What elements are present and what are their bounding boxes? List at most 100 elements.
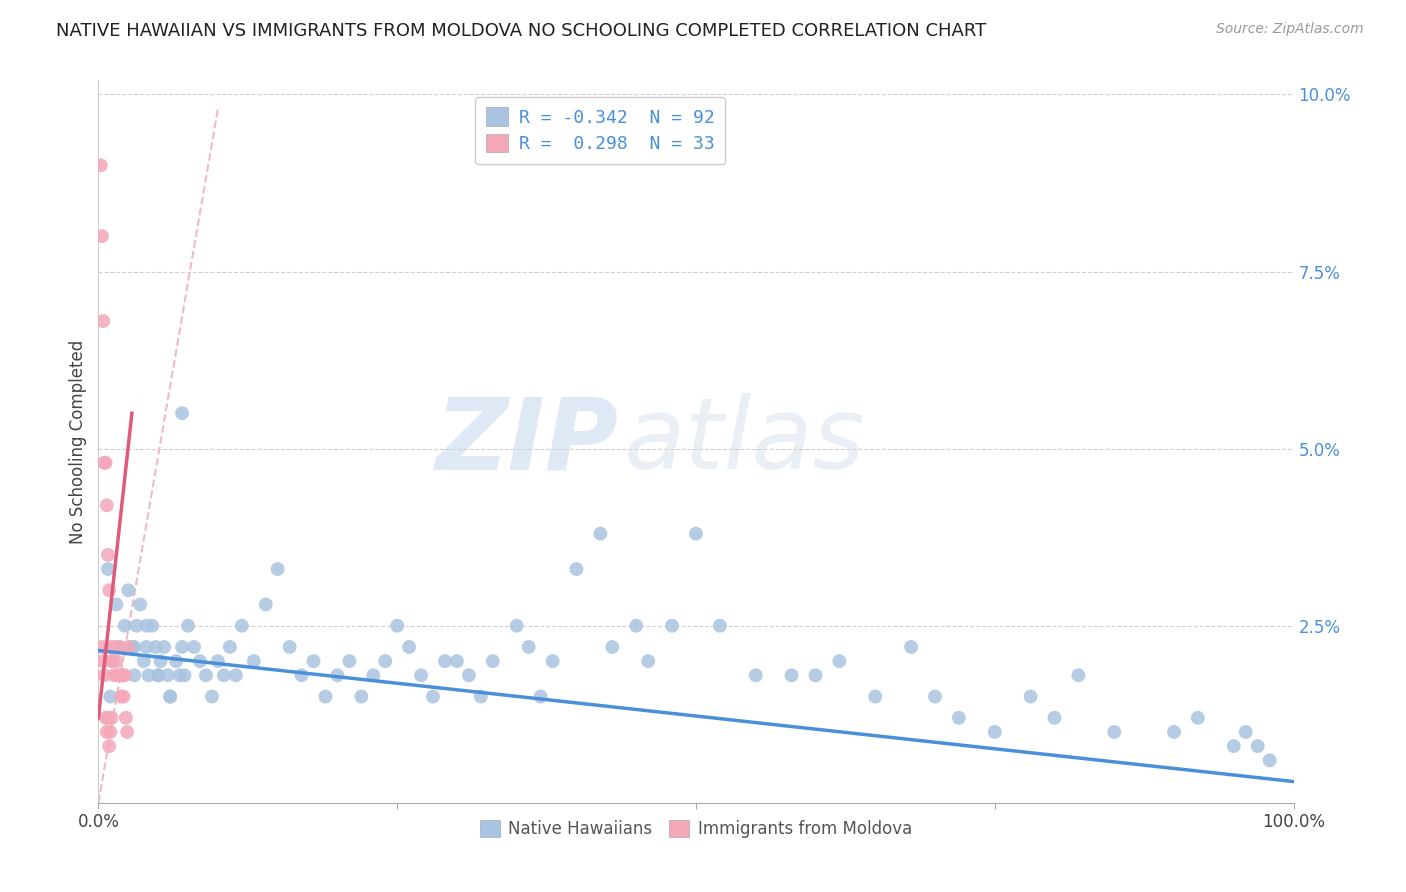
Point — [602, 640, 624, 654]
Point — [115, 711, 138, 725]
Point — [100, 654, 122, 668]
Point — [96, 498, 118, 512]
Point — [302, 654, 325, 668]
Point — [91, 640, 114, 654]
Point — [225, 668, 247, 682]
Point — [141, 618, 163, 632]
Point — [207, 654, 229, 668]
Point — [98, 690, 122, 704]
Point — [363, 668, 385, 682]
Point — [804, 668, 827, 682]
Point — [470, 690, 492, 704]
Point — [110, 690, 132, 704]
Point — [172, 640, 194, 654]
Point — [541, 654, 564, 668]
Point — [129, 598, 152, 612]
Point — [100, 711, 122, 725]
Point — [159, 690, 181, 704]
Point — [195, 668, 218, 682]
Point — [865, 690, 887, 704]
Point — [948, 711, 970, 725]
Point — [506, 618, 529, 632]
Point — [1258, 753, 1281, 767]
Point — [291, 668, 314, 682]
Point — [93, 668, 115, 682]
Point — [96, 725, 118, 739]
Point — [97, 562, 120, 576]
Point — [1247, 739, 1270, 753]
Point — [219, 640, 242, 654]
Point — [138, 668, 160, 682]
Point — [156, 668, 179, 682]
Text: NATIVE HAWAIIAN VS IMMIGRANTS FROM MOLDOVA NO SCHOOLING COMPLETED CORRELATION CH: NATIVE HAWAIIAN VS IMMIGRANTS FROM MOLDO… — [56, 22, 987, 40]
Point — [125, 618, 148, 632]
Point — [984, 725, 1007, 739]
Text: ZIP: ZIP — [436, 393, 619, 490]
Point — [315, 690, 337, 704]
Point — [924, 690, 946, 704]
Point — [1187, 711, 1209, 725]
Point — [1234, 725, 1257, 739]
Point — [183, 640, 205, 654]
Point — [188, 654, 211, 668]
Point — [481, 654, 505, 668]
Point — [637, 654, 659, 668]
Point — [124, 668, 146, 682]
Point — [661, 618, 683, 632]
Point — [148, 668, 170, 682]
Point — [117, 640, 139, 654]
Point — [107, 668, 129, 682]
Point — [254, 598, 277, 612]
Point — [91, 314, 114, 328]
Point — [589, 526, 612, 541]
Point — [112, 690, 135, 704]
Point — [90, 158, 112, 172]
Point — [124, 640, 146, 654]
Point — [165, 654, 187, 668]
Point — [201, 690, 224, 704]
Text: Source: ZipAtlas.com: Source: ZipAtlas.com — [1216, 22, 1364, 37]
Point — [111, 668, 134, 682]
Point — [115, 725, 138, 739]
Point — [212, 668, 235, 682]
Point — [98, 725, 122, 739]
Point — [231, 618, 253, 632]
Point — [1163, 725, 1185, 739]
Point — [530, 690, 553, 704]
Point — [173, 668, 195, 682]
Point — [145, 640, 167, 654]
Point — [107, 640, 129, 654]
Point — [98, 640, 122, 654]
Point — [98, 583, 121, 598]
Point — [1223, 739, 1246, 753]
Point — [434, 654, 457, 668]
Point — [108, 668, 131, 682]
Point — [105, 654, 128, 668]
Text: atlas: atlas — [624, 393, 866, 490]
Point — [446, 654, 468, 668]
Point — [422, 690, 444, 704]
Point — [135, 640, 157, 654]
Point — [91, 654, 114, 668]
Point — [398, 640, 420, 654]
Point — [339, 654, 361, 668]
Point — [458, 668, 481, 682]
Point — [565, 562, 588, 576]
Point — [517, 640, 540, 654]
Y-axis label: No Schooling Completed: No Schooling Completed — [69, 340, 87, 543]
Point — [117, 583, 139, 598]
Point — [121, 640, 143, 654]
Point — [828, 654, 851, 668]
Point — [104, 640, 127, 654]
Point — [105, 598, 128, 612]
Point — [1104, 725, 1126, 739]
Point — [98, 739, 121, 753]
Point — [111, 668, 134, 682]
Point — [114, 668, 136, 682]
Point — [169, 668, 191, 682]
Point — [243, 654, 266, 668]
Point — [350, 690, 373, 704]
Point — [1019, 690, 1042, 704]
Point — [172, 406, 194, 420]
Point — [900, 640, 922, 654]
